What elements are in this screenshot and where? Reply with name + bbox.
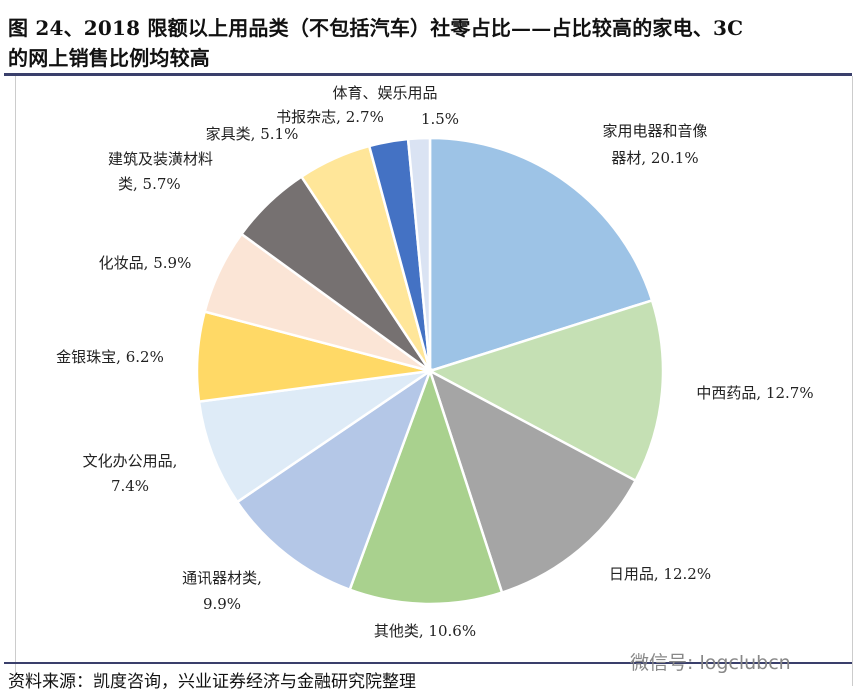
figure-title-line-2: 的网上销售比例均较高 bbox=[8, 46, 210, 70]
chart-frame bbox=[15, 76, 853, 686]
slice-label: 家具类, 5.1% bbox=[206, 125, 299, 143]
slice-label: 9.9% bbox=[203, 595, 241, 613]
slice-label: 书报杂志, 2.7% bbox=[276, 108, 384, 126]
pie-slice bbox=[426, 298, 665, 483]
source-note: 资料来源：凯度咨询，兴业证券经济与金融研究院整理 bbox=[8, 672, 416, 692]
slice-label: 建筑及装潢材料 bbox=[108, 150, 213, 168]
slice-label: 通讯器材类, bbox=[182, 569, 262, 587]
slice-label: 文化办公用品, bbox=[83, 452, 178, 470]
slice-label: 器材, 20.1% bbox=[611, 149, 698, 167]
slice-label: 1.5% bbox=[421, 110, 459, 128]
watermark: 微信号: logclubcn bbox=[630, 652, 791, 674]
slice-label: 化妆品, 5.9% bbox=[99, 254, 192, 272]
pie-slice bbox=[235, 367, 433, 592]
figure-title-line-1: 图 24、2018 限额以上用品类（不包括汽车）社零占比——占比较高的家电、3C bbox=[8, 16, 744, 40]
slice-label: 体育、娱乐用品 bbox=[332, 84, 437, 102]
pie-slice bbox=[428, 136, 654, 373]
bottom-rule bbox=[4, 662, 852, 664]
pie-slice bbox=[406, 136, 432, 372]
slice-label: 中西药品, 12.7% bbox=[696, 384, 813, 402]
slice-label: 其他类, 10.6% bbox=[374, 622, 476, 640]
slice-label: 金银珠宝, 6.2% bbox=[56, 348, 164, 366]
slice-label: 类, 5.7% bbox=[118, 175, 181, 193]
pie-slice bbox=[348, 367, 504, 606]
pie-slice bbox=[197, 369, 431, 504]
slice-label: 7.4% bbox=[111, 477, 149, 495]
slice-label: 家用电器和音像 bbox=[602, 122, 707, 140]
slice-label: 日用品, 12.2% bbox=[609, 565, 711, 583]
top-rule bbox=[4, 73, 852, 76]
pie-slice bbox=[427, 368, 638, 595]
